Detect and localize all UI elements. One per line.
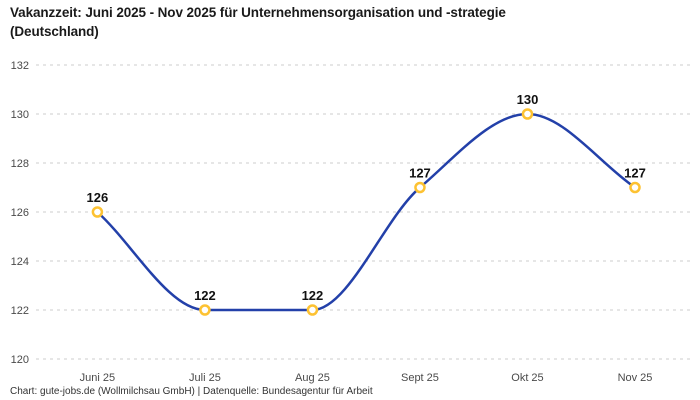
x-axis-label: Sept 25 — [401, 372, 439, 384]
data-point-label: 127 — [624, 166, 646, 181]
line-series-path — [96, 112, 637, 312]
page-title: Vakanzzeit: Juni 2025 - Nov 2025 für Unt… — [10, 3, 506, 41]
chart-title-line2: (Deutschland) — [10, 24, 99, 39]
data-point-label: 122 — [194, 288, 216, 303]
y-axis-tick-label: 130 — [11, 109, 29, 121]
chart-title-line1: Vakanzzeit: Juni 2025 - Nov 2025 für Unt… — [10, 5, 506, 20]
chart-footer: Chart: gute-jobs.de (Wollmilchsau GmbH) … — [10, 386, 373, 397]
x-axis-label: Aug 25 — [295, 372, 330, 384]
y-axis-tick-label: 128 — [11, 158, 29, 170]
y-axis-tick-label: 120 — [11, 354, 29, 366]
y-axis-tick-label: 132 — [11, 60, 29, 72]
data-point-marker[interactable] — [91, 206, 104, 218]
x-axis-label: Juni 25 — [80, 372, 115, 384]
x-axis-label: Juli 25 — [189, 372, 221, 384]
y-axis-tick-label: 122 — [11, 305, 29, 317]
data-point-marker[interactable] — [629, 181, 641, 194]
data-point-marker[interactable] — [199, 304, 211, 316]
data-point-label: 130 — [517, 92, 539, 107]
data-point-marker[interactable] — [306, 304, 319, 316]
y-axis-tick-label: 126 — [11, 207, 29, 219]
data-point-label: 122 — [302, 288, 324, 303]
data-point-label: 126 — [87, 190, 109, 205]
x-axis-label: Okt 25 — [511, 372, 543, 384]
data-point-label: 127 — [409, 166, 431, 181]
data-point-marker[interactable] — [414, 181, 426, 194]
data-point-marker[interactable] — [521, 108, 534, 120]
x-axis-label: Nov 25 — [618, 372, 653, 384]
y-axis-tick-label: 124 — [11, 256, 29, 268]
